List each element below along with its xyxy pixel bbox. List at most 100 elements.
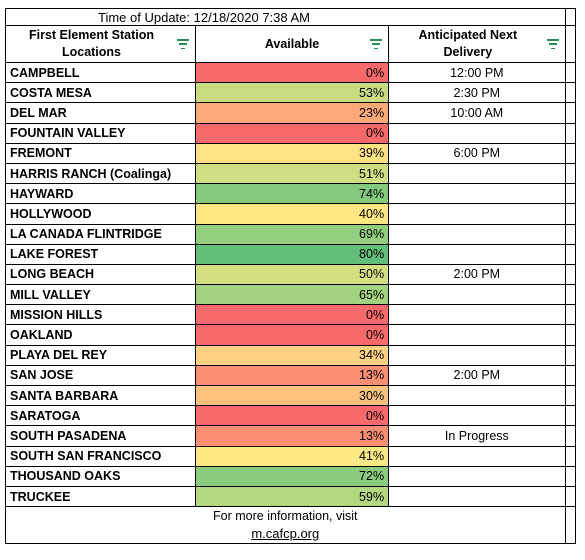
availability-cell[interactable]: 0% [194,324,390,346]
empty-cell[interactable] [564,162,577,185]
empty-cell[interactable] [564,485,577,508]
empty-cell[interactable] [564,223,577,245]
delivery-cell[interactable] [388,162,566,185]
delivery-cell[interactable]: 2:00 PM [388,364,566,387]
delivery-cell[interactable]: 2:30 PM [388,82,566,104]
delivery-cell[interactable]: 6:00 PM [388,142,566,164]
availability-cell[interactable]: 0% [194,405,390,427]
empty-cell[interactable] [564,243,577,265]
delivery-cell[interactable] [388,405,566,427]
available-header[interactable]: Available [194,25,390,63]
empty-cell[interactable] [564,142,577,164]
empty-cell[interactable] [564,324,577,346]
availability-cell[interactable]: 0% [194,61,390,84]
empty-cell[interactable] [564,405,577,427]
empty-cell[interactable] [564,102,577,124]
empty-cell[interactable] [564,25,577,63]
empty-cell[interactable] [564,82,577,104]
station-name-cell[interactable]: FREMONT [5,142,196,164]
availability-cell[interactable]: 0% [194,122,390,144]
station-name-cell[interactable]: SARATOGA [5,405,196,427]
empty-cell[interactable] [564,263,577,286]
station-name-cell[interactable]: SAN JOSE [5,364,196,387]
station-name-cell[interactable]: PLAYA DEL REY [5,344,196,366]
empty-cell[interactable] [564,8,577,26]
station-name-cell[interactable]: FOUNTAIN VALLEY [5,122,196,144]
station-name-cell[interactable]: DEL MAR [5,102,196,124]
delivery-cell[interactable] [388,284,566,306]
empty-cell[interactable] [564,304,577,326]
delivery-cell[interactable]: 10:00 AM [388,102,566,124]
station-name-cell[interactable]: OAKLAND [5,324,196,346]
delivery-cell[interactable]: In Progress [388,425,566,447]
availability-cell[interactable]: 13% [194,425,390,447]
delivery-cell[interactable] [388,223,566,245]
availability-cell[interactable]: 41% [194,445,390,467]
delivery-cell[interactable] [388,445,566,467]
empty-cell[interactable] [564,122,577,144]
station-name-cell[interactable]: LONG BEACH [5,263,196,286]
station-name-cell[interactable]: LAKE FOREST [5,243,196,265]
empty-cell[interactable] [564,364,577,387]
empty-cell[interactable] [564,344,577,366]
empty-cell[interactable] [564,506,577,545]
availability-cell[interactable]: 72% [194,465,390,487]
empty-cell[interactable] [564,284,577,306]
delivery-cell[interactable] [388,304,566,326]
availability-cell[interactable]: 51% [194,162,390,185]
availability-cell[interactable]: 23% [194,102,390,124]
delivery-cell[interactable] [388,243,566,265]
delivery-cell[interactable] [388,324,566,346]
table-row: PLAYA DEL REY 34% [5,344,577,366]
availability-cell[interactable]: 53% [194,82,390,104]
delivery-cell[interactable] [388,122,566,144]
footer-link[interactable]: m.cafcp.org [251,526,320,542]
empty-cell[interactable] [564,61,577,84]
filter-icon[interactable] [546,39,559,49]
empty-cell[interactable] [564,465,577,487]
station-name-cell[interactable]: MISSION HILLS [5,304,196,326]
delivery-cell[interactable] [388,203,566,225]
availability-cell[interactable]: 39% [194,142,390,164]
availability-cell[interactable]: 59% [194,485,390,508]
availability-cell[interactable]: 30% [194,384,390,407]
availability-cell[interactable]: 74% [194,183,390,205]
station-name-cell[interactable]: THOUSAND OAKS [5,465,196,487]
delivery-cell[interactable] [388,344,566,366]
station-name-cell[interactable]: SANTA BARBARA [5,384,196,407]
station-name-cell[interactable]: SOUTH PASADENA [5,425,196,447]
availability-cell[interactable]: 80% [194,243,390,265]
station-name-cell[interactable]: HAYWARD [5,183,196,205]
delivery-cell[interactable]: 12:00 PM [388,61,566,84]
filter-icon[interactable] [176,39,189,49]
delivery-cell[interactable] [388,384,566,407]
availability-cell[interactable]: 0% [194,304,390,326]
station-name-cell[interactable]: CAMPBELL [5,61,196,84]
filter-icon[interactable] [370,39,383,49]
availability-cell[interactable]: 13% [194,364,390,387]
delivery-cell[interactable] [388,183,566,205]
locations-header[interactable]: First Element Station Locations [5,25,196,63]
empty-cell[interactable] [564,425,577,447]
station-name-cell[interactable]: COSTA MESA [5,82,196,104]
station-name-cell[interactable]: MILL VALLEY [5,284,196,306]
empty-cell[interactable] [564,203,577,225]
station-name-cell[interactable]: SOUTH SAN FRANCISCO [5,445,196,467]
station-name-cell[interactable]: LA CANADA FLINTRIDGE [5,223,196,245]
availability-cell[interactable]: 69% [194,223,390,245]
delivery-header[interactable]: Anticipated Next Delivery [388,25,566,63]
empty-cell[interactable] [564,183,577,205]
empty-cell[interactable] [564,384,577,407]
availability-cell[interactable]: 50% [194,263,390,286]
station-name-cell[interactable]: HOLLYWOOD [5,203,196,225]
update-cell[interactable]: Time of Update: 12/18/2020 7:38 AM [5,8,566,26]
availability-cell[interactable]: 40% [194,203,390,225]
station-name-cell[interactable]: TRUCKEE [5,485,196,508]
availability-cell[interactable]: 65% [194,284,390,306]
station-name-cell[interactable]: HARRIS RANCH (Coalinga) [5,162,196,185]
availability-cell[interactable]: 34% [194,344,390,366]
delivery-cell[interactable] [388,485,566,508]
delivery-cell[interactable] [388,465,566,487]
delivery-cell[interactable]: 2:00 PM [388,263,566,286]
empty-cell[interactable] [564,445,577,467]
